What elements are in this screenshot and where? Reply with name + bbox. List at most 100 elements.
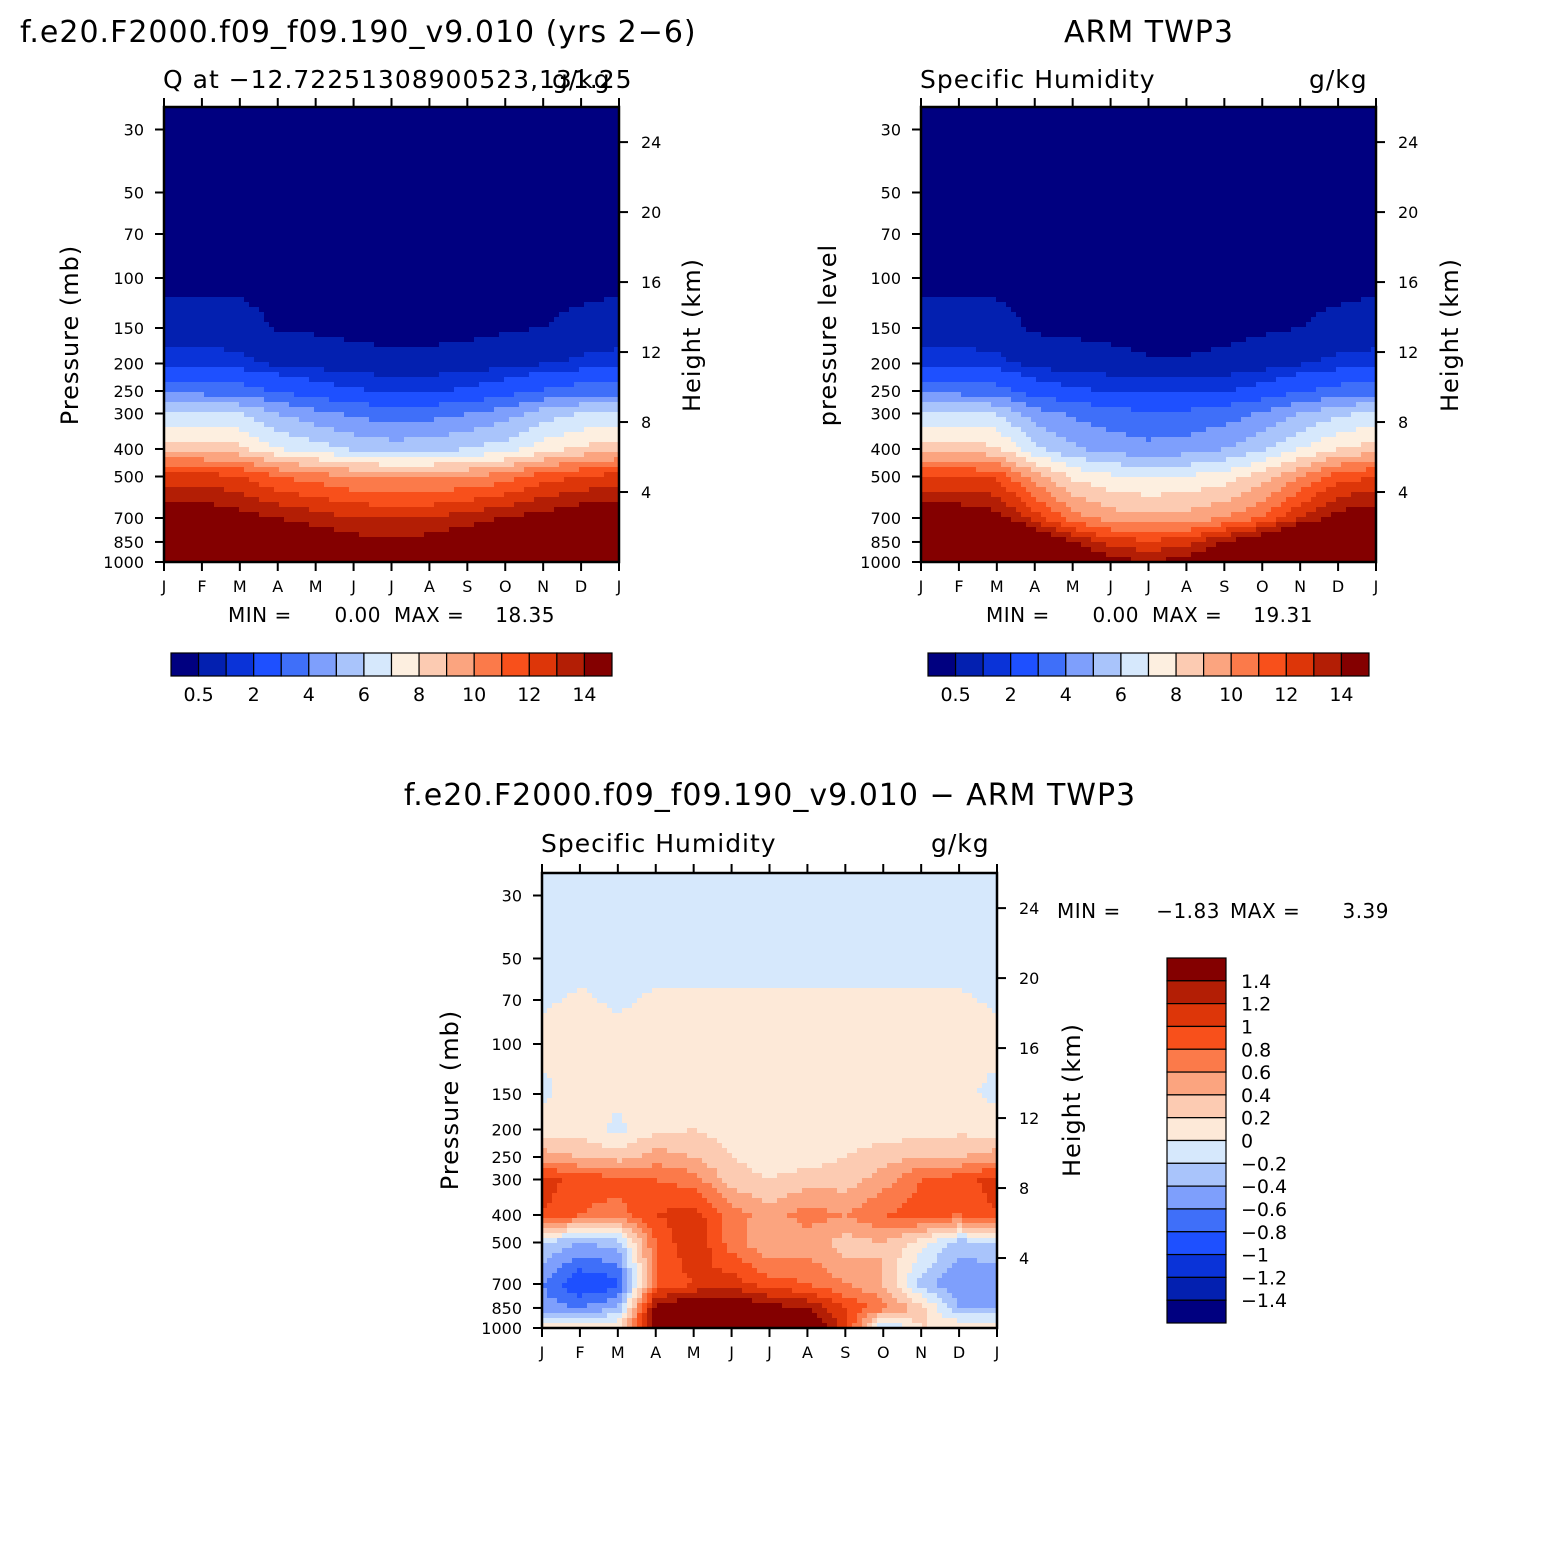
contour-cell xyxy=(394,227,400,233)
contour-cell xyxy=(569,212,575,218)
contour-cell xyxy=(329,232,335,238)
contour-cell xyxy=(544,352,550,358)
contour-cell xyxy=(554,342,560,348)
contour-cell xyxy=(604,292,610,298)
contour-cell xyxy=(589,332,595,338)
contour-cell xyxy=(219,347,225,353)
contour-cell xyxy=(259,322,265,328)
contour-cell xyxy=(204,282,210,288)
contour-cell xyxy=(184,177,190,183)
contour-cell xyxy=(379,187,385,193)
contour-cell xyxy=(179,212,185,218)
contour-cell xyxy=(424,332,430,338)
contour-cell xyxy=(234,252,240,258)
contour-cell xyxy=(294,222,300,228)
contour-cell xyxy=(544,267,550,273)
contour-cell xyxy=(169,297,175,303)
contour-cell xyxy=(584,227,590,233)
contour-cell xyxy=(199,307,205,313)
contour-cell xyxy=(304,177,310,183)
contour-cell xyxy=(484,167,490,173)
contour-cell xyxy=(374,322,380,328)
contour-cell xyxy=(334,262,340,268)
contour-cell xyxy=(339,157,345,163)
contour-cell xyxy=(274,242,280,248)
contour-cell xyxy=(199,112,205,118)
contour-cell xyxy=(249,172,255,178)
contour-cell xyxy=(189,197,195,203)
contour-cell xyxy=(354,162,360,168)
contour-cell xyxy=(279,137,285,143)
contour-cell xyxy=(404,162,410,168)
contour-cell xyxy=(484,127,490,133)
contour-cell xyxy=(574,277,580,283)
contour-cell xyxy=(584,317,590,323)
contour-cell xyxy=(409,277,415,283)
contour-cell xyxy=(204,207,210,213)
contour-cell xyxy=(259,152,265,158)
contour-cell xyxy=(599,212,605,218)
contour-cell xyxy=(419,327,425,333)
contour-cell xyxy=(394,332,400,338)
contour-cell xyxy=(309,142,315,148)
contour-cell xyxy=(224,312,230,318)
contour-cell xyxy=(499,197,505,203)
contour-cell xyxy=(449,147,455,153)
contour-cell xyxy=(289,232,295,238)
contour-cell xyxy=(244,237,250,243)
contour-cell xyxy=(519,172,525,178)
contour-cell xyxy=(229,117,235,123)
contour-cell xyxy=(559,252,565,258)
contour-cell xyxy=(369,197,375,203)
contour-cell xyxy=(404,122,410,128)
contour-cell xyxy=(199,282,205,288)
contour-cell xyxy=(599,192,605,198)
contour-cell xyxy=(569,112,575,118)
contour-cell xyxy=(544,277,550,283)
contour-cell xyxy=(564,182,570,188)
contour-cell xyxy=(379,252,385,258)
contour-cell xyxy=(534,172,540,178)
contour-cell xyxy=(219,157,225,163)
contour-cell xyxy=(584,312,590,318)
contour-cell xyxy=(579,152,585,158)
contour-cell xyxy=(364,212,370,218)
contour-cell xyxy=(344,342,350,348)
contour-cell xyxy=(344,137,350,143)
contour-cell xyxy=(544,257,550,263)
contour-cell xyxy=(394,292,400,298)
contour-cell xyxy=(484,357,490,363)
contour-cell xyxy=(264,367,270,373)
contour-cell xyxy=(184,167,190,173)
contour-cell xyxy=(169,212,175,218)
contour-cell xyxy=(444,347,450,353)
contour-cell xyxy=(214,352,220,358)
contour-cell xyxy=(594,182,600,188)
contour-cell xyxy=(414,162,420,168)
contour-cell xyxy=(289,332,295,338)
contour-cell xyxy=(184,302,190,308)
contour-cell xyxy=(204,327,210,333)
contour-cell xyxy=(524,297,530,303)
contour-cell xyxy=(399,342,405,348)
contour-cell xyxy=(589,167,595,173)
contour-cell xyxy=(404,357,410,363)
contour-cell xyxy=(304,377,310,383)
contour-cell xyxy=(264,222,270,228)
contour-cell xyxy=(344,122,350,128)
contour-cell xyxy=(484,137,490,143)
contour-cell xyxy=(309,192,315,198)
contour-cell xyxy=(574,347,580,353)
contour-cell xyxy=(394,342,400,348)
contour-cell xyxy=(374,257,380,263)
contour-cell xyxy=(469,372,475,378)
contour-cell xyxy=(369,302,375,308)
contour-cell xyxy=(404,167,410,173)
contour-cell xyxy=(174,112,180,118)
contour-cell xyxy=(494,332,500,338)
contour-cell xyxy=(444,117,450,123)
contour-cell xyxy=(409,207,415,213)
contour-cell xyxy=(389,252,395,258)
contour-cell xyxy=(534,122,540,128)
contour-cell xyxy=(364,187,370,193)
